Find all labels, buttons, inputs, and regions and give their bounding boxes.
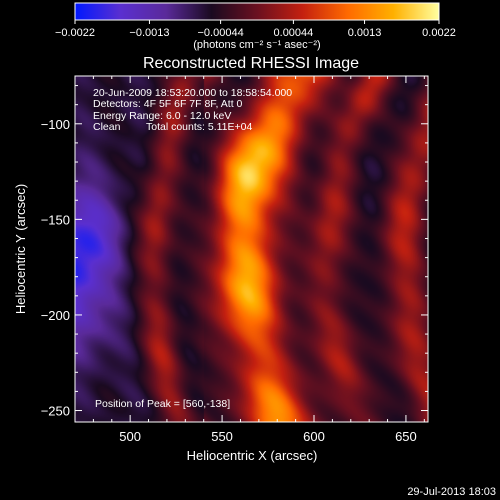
y-tick-label: −200: [41, 308, 70, 323]
x-tick-label: 650: [395, 429, 417, 444]
annotation-block: 20-Jun-2009 18:53:20.000 to 18:58:54.000…: [93, 87, 292, 133]
x-tick-label: 550: [211, 429, 233, 444]
colorbar-tick-label: 0.00044: [274, 27, 314, 39]
chart-title: Reconstructed RHESSI Image: [143, 55, 359, 72]
colorbar-tick-label: 0.0022: [422, 27, 456, 39]
y-tick-label: −250: [41, 404, 70, 419]
plot-frame: [74, 75, 429, 423]
colorbar-strip: [74, 2, 440, 21]
y-axis-label: Heliocentric Y (arcsec): [13, 184, 28, 314]
colorbar-unit-label: (photons cm⁻² s⁻¹ asec⁻²): [193, 39, 320, 51]
peak-position-label: Position of Peak = [560,-138]: [95, 398, 230, 410]
annotation-energy-range: Energy Range: 6.0 - 12.0 keV: [93, 110, 231, 122]
annotation-clean: Clean: [93, 121, 121, 133]
x-axis-ticks: 500 550 600 650: [74, 76, 425, 444]
footer-timestamp: 29-Jul-2013 18:03: [407, 486, 496, 498]
annotation-total-counts: Total counts: 5.11E+04: [146, 121, 252, 133]
y-tick-label: −100: [41, 117, 70, 132]
colorbar-tick-label: −0.0022: [55, 27, 95, 39]
colorbar-tick-label: 0.0013: [348, 27, 382, 39]
x-tick-label: 600: [303, 429, 325, 444]
annotation-time-range: 20-Jun-2009 18:53:20.000 to 18:58:54.000: [93, 87, 292, 99]
plot-area: 500 550 600 650 −100 −150 −200 −250: [41, 75, 429, 444]
y-tick-label: −150: [41, 212, 70, 227]
colorbar-tick-label: −0.0013: [129, 27, 169, 39]
x-axis-label: Heliocentric X (arcsec): [187, 448, 318, 463]
heatmap-image: [75, 76, 428, 422]
x-tick-label: 500: [119, 429, 141, 444]
colorbar-tick-label: −0.00044: [198, 27, 244, 39]
colorbar-ticks: −0.0022 −0.0013 −0.00044 0.00044 0.0013 0.002…: [55, 20, 456, 39]
y-axis-ticks: −100 −150 −200 −250: [41, 85, 428, 419]
annotation-detectors: Detectors: 4F 5F 6F 7F 8F, Att 0: [93, 98, 243, 110]
colorbar: −0.0022 −0.0013 −0.00044 0.00044 0.0013 0.002…: [55, 2, 456, 51]
